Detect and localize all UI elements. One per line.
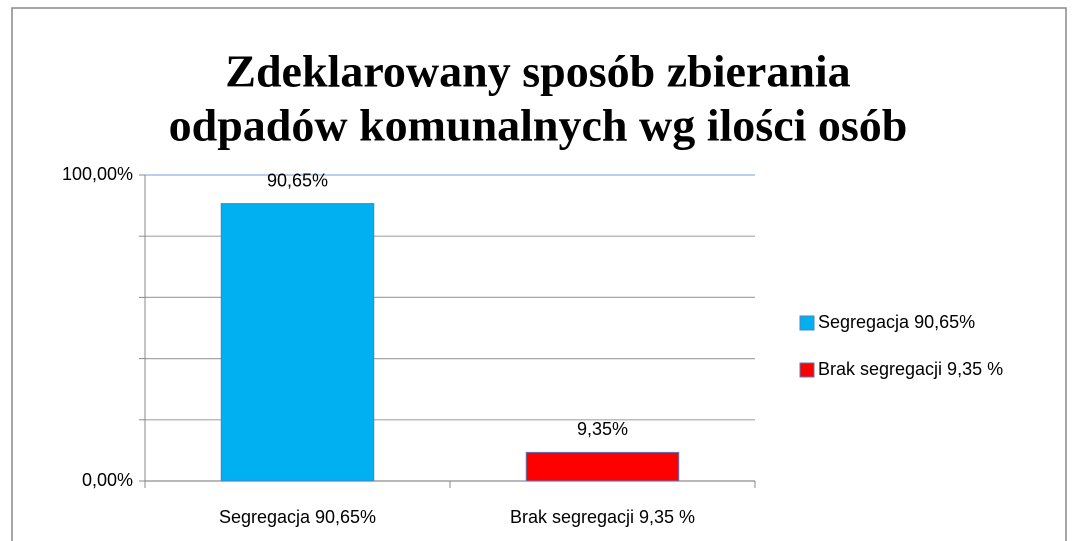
data-label: 9,35% xyxy=(577,419,628,439)
chart-title: Zdeklarowany sposób zbierania xyxy=(225,46,850,97)
y-tick-label: 100,00% xyxy=(62,164,133,184)
x-tick-label: Brak segregacji 9,35 % xyxy=(510,507,695,527)
chart-title: odpadów komunalnych wg ilości osób xyxy=(169,100,908,151)
data-label: 90,65% xyxy=(267,170,328,190)
legend-label: Segregacja 90,65% xyxy=(818,312,975,332)
legend-swatch xyxy=(799,362,815,378)
bar xyxy=(525,451,680,482)
bar xyxy=(220,203,375,482)
y-tick-label: 0,00% xyxy=(82,470,133,490)
x-tick-label: Segregacja 90,65% xyxy=(219,507,376,527)
legend-swatch xyxy=(799,315,815,331)
legend-label: Brak segregacji 9,35 % xyxy=(818,359,1003,379)
